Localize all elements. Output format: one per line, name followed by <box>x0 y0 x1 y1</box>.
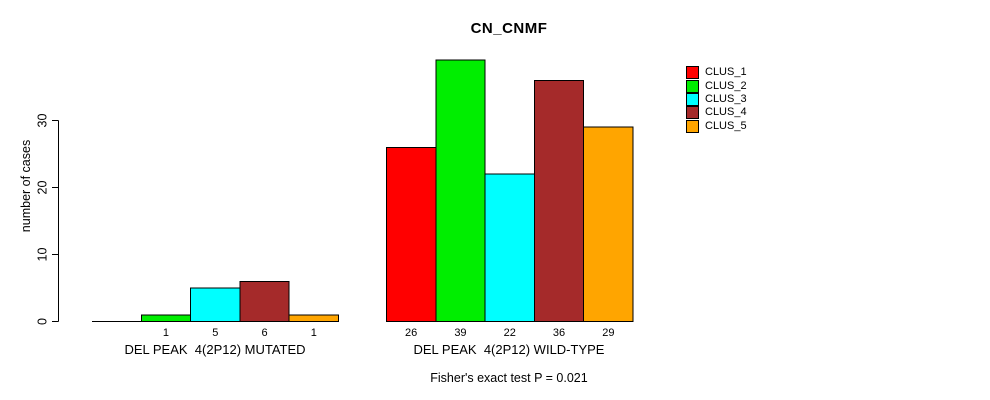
bar-clus_5-group1 <box>288 314 340 322</box>
legend-label: CLUS_4 <box>705 106 747 119</box>
bar-value-label: 22 <box>504 327 516 339</box>
legend-label: CLUS_1 <box>705 66 747 79</box>
legend-label: CLUS_5 <box>705 119 747 132</box>
y-axis-label: number of cases <box>19 140 33 232</box>
x-group-label-mutated: DEL PEAK 4(2P12) MUTATED <box>124 342 306 357</box>
fisher-test-note: Fisher's exact test P = 0.021 <box>430 371 588 385</box>
legend-swatch-clus-1 <box>686 66 699 80</box>
bar-value-label: 1 <box>163 327 169 339</box>
y-tick-label: 30 <box>36 114 50 128</box>
bar-clus_3-group2 <box>484 173 535 322</box>
bar-value-label: 39 <box>454 327 466 339</box>
bar-clus_2-group2 <box>435 59 486 322</box>
bar-clus_5-group2 <box>583 126 634 322</box>
bar-value-label: 6 <box>261 327 267 339</box>
legend-swatch-clus-3 <box>686 92 699 106</box>
legend-swatch-clus-2 <box>686 79 699 93</box>
legend-swatch-clus-4 <box>686 106 699 120</box>
bar-value-label: 1 <box>311 327 317 339</box>
chart-title: CN_CNMF <box>470 20 548 37</box>
bar-clus_4-group1 <box>239 280 290 322</box>
bar-clus_2-group1 <box>140 314 192 322</box>
x-group-label-wildtype: DEL PEAK 4(2P12) WILD-TYPE <box>413 342 605 357</box>
y-tick-label: 20 <box>36 181 50 195</box>
bar-value-label: 36 <box>553 327 565 339</box>
legend-label: CLUS_3 <box>705 92 747 105</box>
y-tick-label: 0 <box>36 318 50 325</box>
bar-value-label: 26 <box>405 327 417 339</box>
bar-clus_1-group2 <box>386 146 437 322</box>
legend-item-clus-2: CLUS_2 <box>686 79 747 93</box>
bar-clus_3-group1 <box>190 287 241 322</box>
legend-item-clus-3: CLUS_3 <box>686 92 747 106</box>
legend-item-clus-4: CLUS_4 <box>686 106 747 120</box>
bar-clus_4-group2 <box>533 79 585 322</box>
legend-item-clus-1: CLUS_1 <box>686 66 747 80</box>
legend-label: CLUS_2 <box>705 79 747 92</box>
bar-value-label: 5 <box>212 327 218 339</box>
legend-swatch-clus-5 <box>686 119 699 133</box>
legend: CLUS_1 CLUS_2 CLUS_3 CLUS_4 CLUS_5 <box>686 66 747 133</box>
legend-item-clus-5: CLUS_5 <box>686 119 747 133</box>
bar-value-label: 29 <box>602 327 614 339</box>
y-tick-label: 10 <box>36 248 50 262</box>
